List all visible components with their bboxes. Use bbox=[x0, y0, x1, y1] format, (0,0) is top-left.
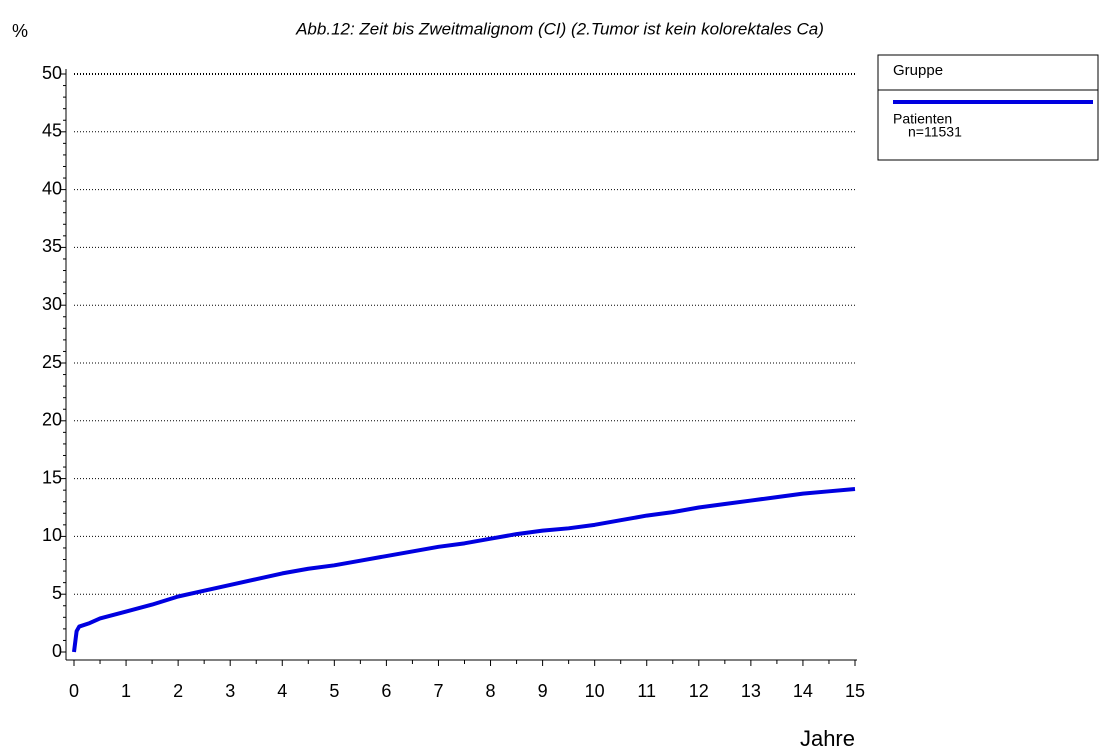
x-tick-label: 5 bbox=[329, 681, 339, 701]
x-tick-label: 8 bbox=[486, 681, 496, 701]
x-tick-label: 0 bbox=[69, 681, 79, 701]
y-tick-label: 0 bbox=[52, 641, 62, 661]
y-tick-label: 25 bbox=[42, 352, 62, 372]
legend-title: Gruppe bbox=[893, 62, 943, 79]
x-tick-label: 4 bbox=[277, 681, 287, 701]
x-tick-label: 14 bbox=[793, 681, 813, 701]
x-tick-label: 3 bbox=[225, 681, 235, 701]
x-tick-label: 13 bbox=[741, 681, 761, 701]
chart-title: Abb.12: Zeit bis Zweitmalignom (CI) (2.T… bbox=[295, 19, 824, 38]
y-tick-label: 10 bbox=[42, 525, 62, 545]
x-tick-label: 12 bbox=[689, 681, 709, 701]
y-tick-label: 30 bbox=[42, 294, 62, 314]
x-tick-label: 1 bbox=[121, 681, 131, 701]
x-axis-label: Jahre bbox=[800, 726, 855, 751]
y-tick-label: 5 bbox=[52, 583, 62, 603]
x-tick-label: 6 bbox=[381, 681, 391, 701]
y-axis-label: % bbox=[12, 21, 28, 41]
x-tick-label: 9 bbox=[538, 681, 548, 701]
x-tick-label: 2 bbox=[173, 681, 183, 701]
legend-n: n=11531 bbox=[908, 124, 962, 140]
x-tick-label: 15 bbox=[845, 681, 865, 701]
legend-box bbox=[877, 54, 1099, 161]
x-tick-label: 7 bbox=[433, 681, 443, 701]
y-tick-label: 15 bbox=[42, 467, 62, 487]
y-tick-label: 20 bbox=[42, 410, 62, 430]
data-line bbox=[72, 487, 856, 653]
y-tick-label: 35 bbox=[42, 236, 62, 256]
x-tick-label: 11 bbox=[637, 681, 656, 701]
y-tick-label: 40 bbox=[42, 178, 62, 198]
y-tick-label: 50 bbox=[42, 63, 62, 83]
x-tick-label: 10 bbox=[585, 681, 605, 701]
legend-label: Patienten bbox=[893, 111, 952, 127]
y-tick-label: 45 bbox=[42, 121, 62, 141]
